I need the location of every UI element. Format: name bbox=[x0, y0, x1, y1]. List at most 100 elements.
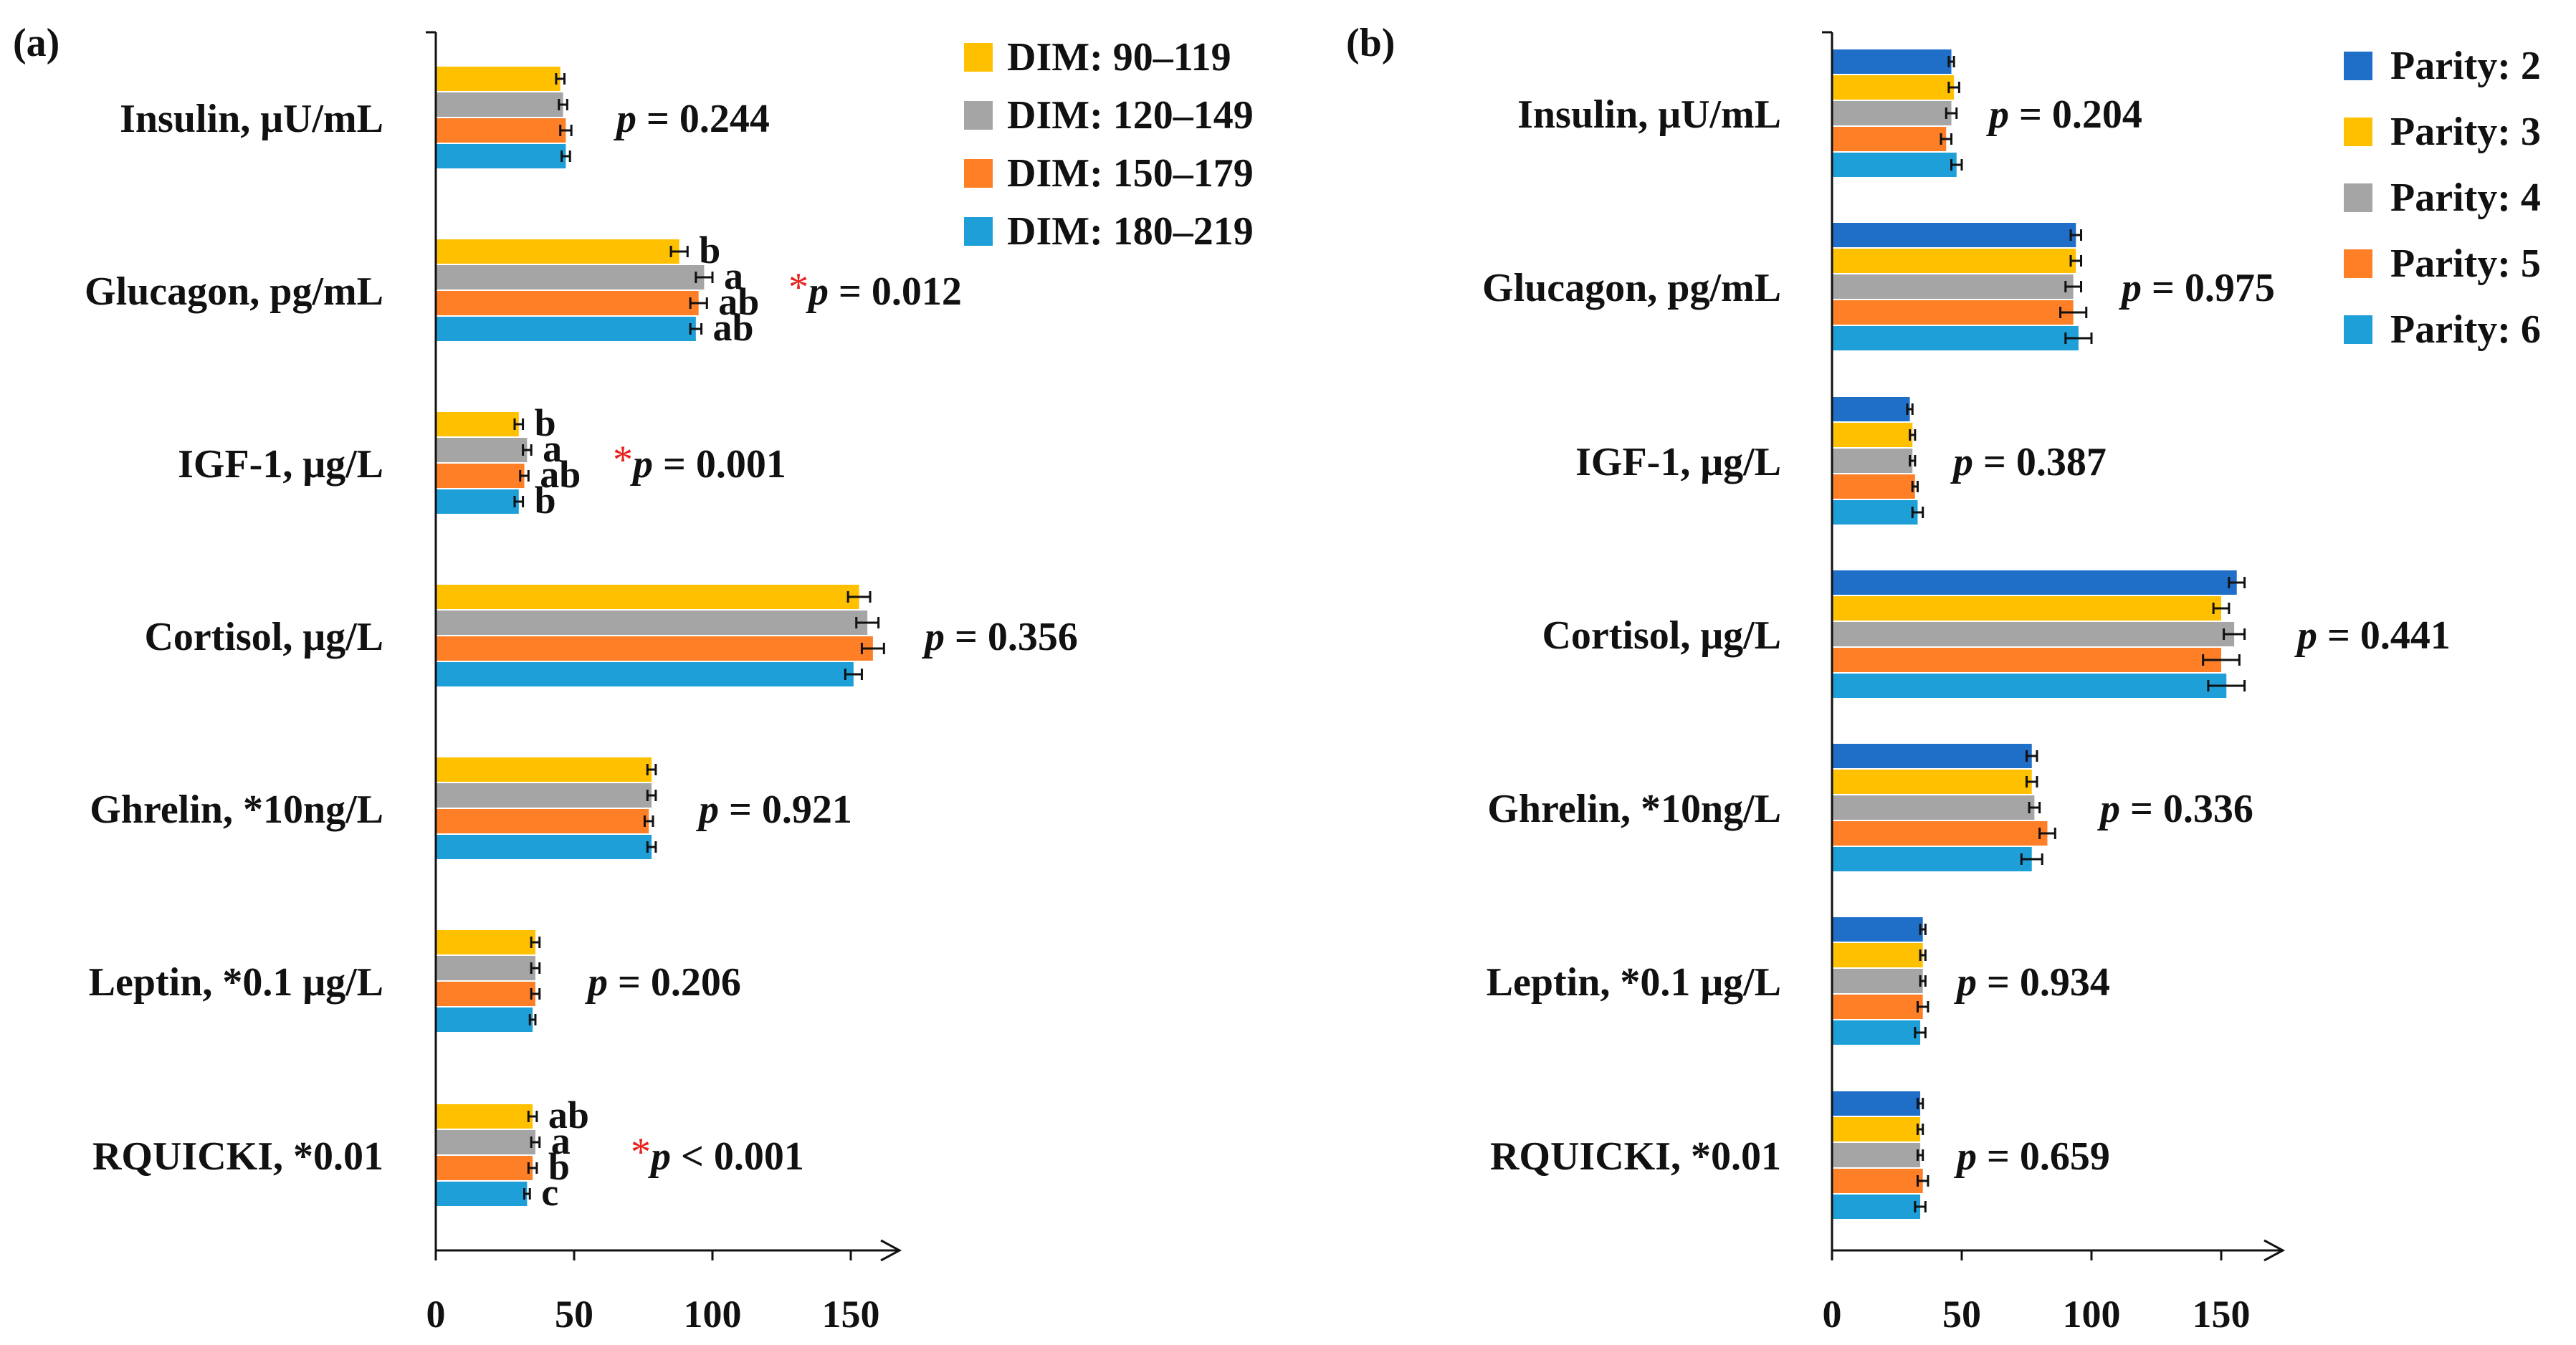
error-bar bbox=[2064, 332, 2093, 344]
axes: 0 50 100 150 bbox=[1822, 31, 2286, 1336]
error-bar bbox=[1940, 133, 1953, 145]
error-bar bbox=[1947, 56, 1955, 67]
bar bbox=[436, 783, 652, 808]
legend-label: DIM: 90–119 bbox=[1007, 35, 1231, 80]
bar bbox=[436, 92, 563, 117]
category-label: Glucagon, pg/mL bbox=[1482, 266, 1781, 310]
error-bar bbox=[527, 1111, 538, 1122]
bar bbox=[1832, 622, 2235, 646]
x-tick-label: 150 bbox=[2193, 1293, 2251, 1336]
p-value-label: p = 0.206 bbox=[585, 960, 741, 1005]
error-bar bbox=[1919, 924, 1927, 935]
bar bbox=[1832, 821, 2048, 846]
bar bbox=[1832, 969, 1923, 993]
bar bbox=[436, 1007, 533, 1032]
bar bbox=[1832, 223, 2076, 247]
bar bbox=[436, 265, 705, 289]
error-bar bbox=[2212, 603, 2231, 614]
bar bbox=[436, 1104, 533, 1129]
legend: Parity: 2 Parity: 3 Parity: 4 Parity: 5 Pari… bbox=[2344, 44, 2541, 352]
error-bar bbox=[2064, 281, 2083, 292]
error-bar bbox=[530, 937, 541, 948]
bar bbox=[1832, 770, 2032, 794]
error-bar bbox=[689, 323, 703, 335]
significance-letter: a bbox=[724, 254, 743, 297]
legend-swatch bbox=[964, 43, 993, 72]
legend-label: DIM: 120–149 bbox=[1007, 93, 1254, 138]
error-bar bbox=[2069, 229, 2083, 241]
error-bar bbox=[1914, 1201, 1927, 1212]
p-value-label: p = 0.659 bbox=[1954, 1134, 2110, 1179]
error-bar bbox=[2223, 628, 2246, 640]
category-label: Leptin, *0.1 μg/L bbox=[89, 960, 383, 1005]
bar bbox=[436, 611, 868, 635]
bar bbox=[1832, 423, 1913, 447]
chart-panel-a: (a) Insulin, μU/mL p = 0.244 Glucagon, pg/m… bbox=[13, 21, 1254, 1336]
bar bbox=[1832, 570, 2237, 595]
p-value-label: *p = 0.001 bbox=[613, 438, 786, 487]
significance-letter: b bbox=[535, 401, 556, 444]
category-label: Cortisol, μg/L bbox=[144, 615, 383, 659]
error-bar bbox=[1914, 1027, 1927, 1038]
significance-letter: b bbox=[699, 229, 720, 272]
error-bar bbox=[646, 790, 657, 801]
error-bar bbox=[2038, 828, 2056, 839]
bar bbox=[436, 438, 528, 462]
bar bbox=[1832, 326, 2079, 350]
bar bbox=[1832, 847, 2032, 871]
error-bar bbox=[2059, 307, 2088, 318]
bar bbox=[1832, 795, 2035, 820]
significance-letter: a bbox=[551, 1119, 571, 1162]
bar bbox=[436, 67, 560, 91]
error-bar bbox=[669, 246, 689, 257]
category-label: Ghrelin, *10ng/L bbox=[1487, 787, 1781, 831]
significance-letter: c bbox=[541, 1171, 558, 1214]
legend-swatch bbox=[2344, 315, 2372, 344]
legend-swatch bbox=[2344, 249, 2372, 278]
legend-label: DIM: 150–179 bbox=[1007, 151, 1254, 196]
bar bbox=[1832, 153, 1957, 177]
error-bar bbox=[646, 841, 657, 853]
category-label: Cortisol, μg/L bbox=[1542, 613, 1781, 658]
bar bbox=[1832, 943, 1923, 967]
x-tick-label: 50 bbox=[555, 1293, 593, 1336]
error-bar bbox=[646, 764, 657, 775]
legend-label: DIM: 180–219 bbox=[1007, 209, 1254, 254]
legend: DIM: 90–119 DIM: 120–149 DIM: 150–179 DIM: … bbox=[964, 35, 1254, 254]
significance-letter: ab bbox=[718, 280, 759, 323]
x-tick-label: 0 bbox=[426, 1293, 446, 1336]
error-bar bbox=[560, 150, 571, 162]
error-bar bbox=[530, 1136, 541, 1148]
x-tick-label: 50 bbox=[1942, 1293, 1981, 1336]
error-bar bbox=[643, 815, 654, 827]
error-bar bbox=[522, 444, 533, 456]
bar bbox=[1832, 1143, 1921, 1167]
bar bbox=[1832, 995, 1923, 1019]
bar bbox=[1832, 1091, 1921, 1116]
error-bar bbox=[1906, 403, 1914, 415]
bar bbox=[436, 757, 652, 782]
legend-label: Parity: 3 bbox=[2390, 110, 2541, 154]
bar bbox=[1832, 49, 1952, 74]
p-value-label: p = 0.336 bbox=[2097, 787, 2253, 831]
legend-swatch bbox=[964, 159, 993, 188]
error-bar bbox=[519, 470, 530, 482]
error-bar bbox=[1947, 82, 1960, 93]
error-bar bbox=[1950, 159, 1963, 171]
category-label: Insulin, μU/mL bbox=[1517, 92, 1781, 137]
p-value-label: p = 0.356 bbox=[922, 615, 1078, 659]
error-bar bbox=[555, 73, 566, 85]
error-bar bbox=[2202, 654, 2241, 666]
error-bar bbox=[527, 1162, 538, 1174]
bar bbox=[1832, 274, 2074, 299]
bar bbox=[436, 489, 519, 514]
panel-label: (a) bbox=[13, 21, 59, 65]
p-value-label: p = 0.387 bbox=[1950, 440, 2107, 484]
error-bar bbox=[2020, 853, 2043, 865]
error-bar bbox=[1945, 107, 1958, 119]
bar bbox=[1832, 397, 1910, 421]
axis-arrow bbox=[880, 1239, 902, 1262]
bar bbox=[1832, 127, 1947, 151]
bar bbox=[1832, 596, 2221, 621]
p-value-label: p = 0.204 bbox=[1986, 92, 2142, 137]
